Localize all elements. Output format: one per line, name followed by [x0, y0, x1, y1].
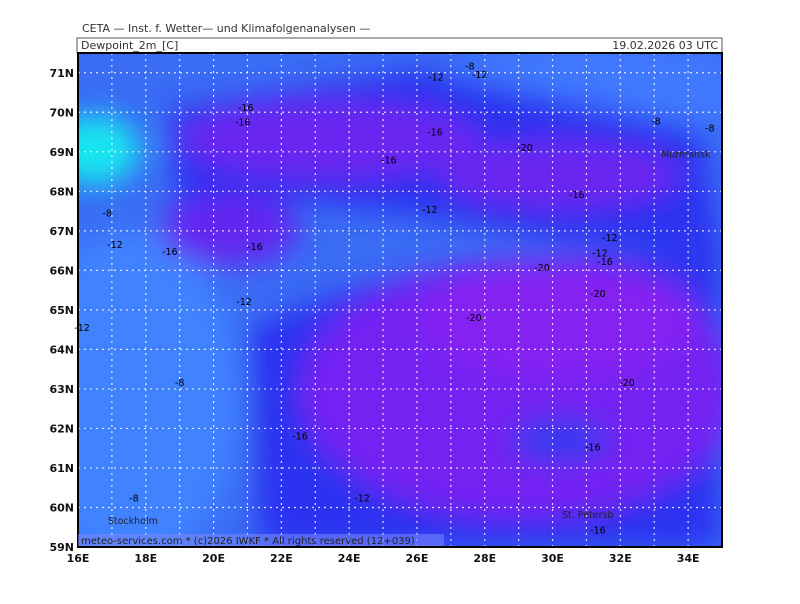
contour-label: -12 [472, 70, 488, 81]
agency-header: CETA — Inst. f. Wetter— und Klimafolgena… [82, 22, 370, 35]
lon-tick-label: 18E [134, 552, 157, 565]
lat-tick-label: 61N [49, 462, 74, 475]
contour-labels: -8-12 -12-16-16-16-16-20-8-8-8 -12-16-12 -1… [74, 61, 714, 536]
contour-label: -20 [619, 378, 635, 389]
lat-tick-label: 68N [49, 185, 74, 198]
contour-label: -8 [465, 61, 474, 72]
contour-label: -12 [354, 494, 370, 505]
lon-tick-label: 30E [541, 552, 564, 565]
map-frame [77, 52, 723, 548]
lat-tick-label: 65N [49, 304, 74, 317]
city-label: Murmansk [661, 150, 711, 161]
contour-label: -16 [590, 526, 606, 537]
contour-label: -8 [705, 123, 714, 134]
contour-label: -16 [238, 103, 254, 114]
contour-label: -16 [569, 190, 585, 201]
contour-label: -16 [235, 117, 251, 128]
contour-label: -20 [534, 263, 550, 274]
lon-tick-label: 20E [202, 552, 225, 565]
contour-label: -12 [602, 233, 618, 244]
lat-tick-label: 64N [49, 343, 74, 356]
lat-tick-label: 59N [49, 541, 74, 554]
lat-tick-label: 66N [49, 264, 74, 277]
city-label: Stockholm [108, 516, 158, 527]
graticule [77, 53, 722, 548]
contour-label: -12 [107, 240, 123, 251]
lon-tick-label: 16E [67, 552, 90, 565]
lat-tick-label: 69N [49, 146, 74, 159]
lon-tick-label: 24E [338, 552, 361, 565]
field-shading [78, 53, 722, 547]
contour-label: -16 [427, 127, 443, 138]
lon-tick-label: 22E [270, 552, 293, 565]
lat-tick-label: 70N [49, 106, 74, 119]
contour-label: -12 [74, 323, 90, 334]
field-name: Dewpoint_2m_[C] [81, 39, 178, 52]
valid-time: 19.02.2026 03 UTC [612, 39, 718, 52]
lat-tick-label: 63N [49, 383, 74, 396]
lon-tick-label: 34E [677, 552, 700, 565]
contour-label: -16 [292, 432, 308, 443]
lon-tick-label: 28E [473, 552, 496, 565]
contour-label: -12 [236, 297, 252, 308]
lon-tick-label: 32E [609, 552, 632, 565]
contour-label: -16 [162, 247, 178, 258]
lat-tick-label: 60N [49, 501, 74, 514]
city-label: St. Petersb [562, 510, 614, 521]
lat-tick-label: 62N [49, 422, 74, 435]
contour-label: -16 [585, 443, 601, 454]
contour-label: -20 [466, 313, 482, 324]
contour-label: -12 [592, 248, 608, 259]
contour-label: -16 [247, 242, 263, 253]
contour-label: -12 [428, 72, 444, 83]
lat-tick-label: 67N [49, 225, 74, 238]
copyright: meteo-services.com * (c)2026 IWKF * All … [81, 536, 415, 547]
footer-box [78, 534, 444, 546]
contour-label: -8 [651, 116, 660, 127]
contour-label: -16 [597, 257, 613, 268]
lon-tick-label: 26E [406, 552, 429, 565]
contour-label: -8 [102, 208, 111, 219]
contour-label: -8 [175, 378, 184, 389]
contour-label: -20 [517, 143, 533, 154]
contour-label: -8 [129, 494, 138, 505]
lat-tick-label: 71N [49, 67, 74, 80]
contour-label: -12 [422, 205, 438, 216]
contour-label: -16 [381, 155, 397, 166]
contour-label: -20 [590, 289, 606, 300]
